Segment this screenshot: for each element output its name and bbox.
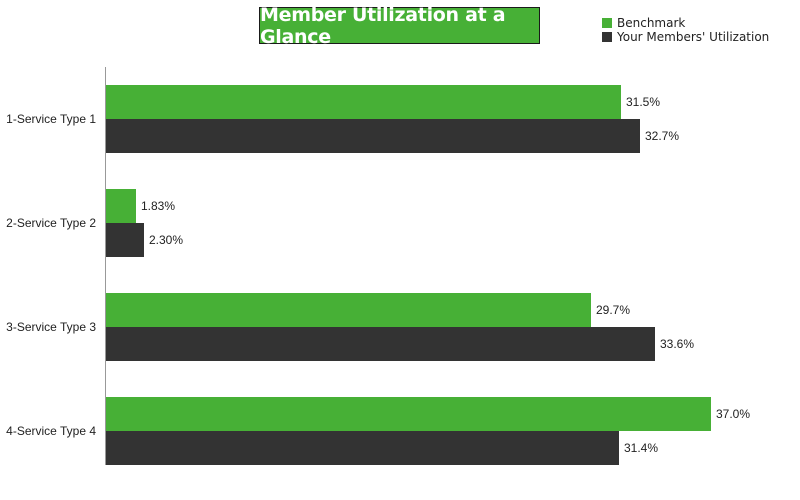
legend-label-benchmark: Benchmark bbox=[617, 16, 686, 30]
legend: Benchmark Your Members' Utilization bbox=[602, 16, 769, 44]
value-label: 37.0% bbox=[716, 407, 751, 421]
category-label: 2-Service Type 2 bbox=[6, 216, 96, 230]
legend-item-benchmark: Benchmark bbox=[602, 16, 769, 30]
bar-benchmark bbox=[106, 397, 711, 431]
legend-label-members: Your Members' Utilization bbox=[617, 30, 770, 44]
value-label: 33.6% bbox=[660, 337, 695, 351]
legend-item-members: Your Members' Utilization bbox=[602, 30, 769, 44]
value-label: 31.4% bbox=[624, 441, 659, 455]
bar-benchmark bbox=[106, 189, 136, 223]
legend-swatch-benchmark-icon bbox=[602, 18, 612, 28]
bar-members bbox=[106, 431, 619, 465]
category-label: 4-Service Type 4 bbox=[6, 424, 96, 438]
category-label: 3-Service Type 3 bbox=[6, 320, 96, 334]
category-axis-line bbox=[105, 67, 106, 465]
value-label: 2.30% bbox=[149, 233, 184, 247]
bar-members bbox=[106, 119, 640, 153]
legend-swatch-members-icon bbox=[602, 32, 612, 42]
category-label: 1-Service Type 1 bbox=[6, 112, 96, 126]
bar-benchmark bbox=[106, 293, 591, 327]
chart-title: Member Utilization at a Glance bbox=[259, 4, 540, 48]
value-label: 1.83% bbox=[141, 199, 176, 213]
value-label: 29.7% bbox=[596, 303, 631, 317]
bar-members bbox=[106, 327, 655, 361]
bar-benchmark bbox=[106, 85, 621, 119]
value-label: 31.5% bbox=[626, 95, 661, 109]
value-label: 32.7% bbox=[645, 129, 680, 143]
bar-members bbox=[106, 223, 144, 257]
